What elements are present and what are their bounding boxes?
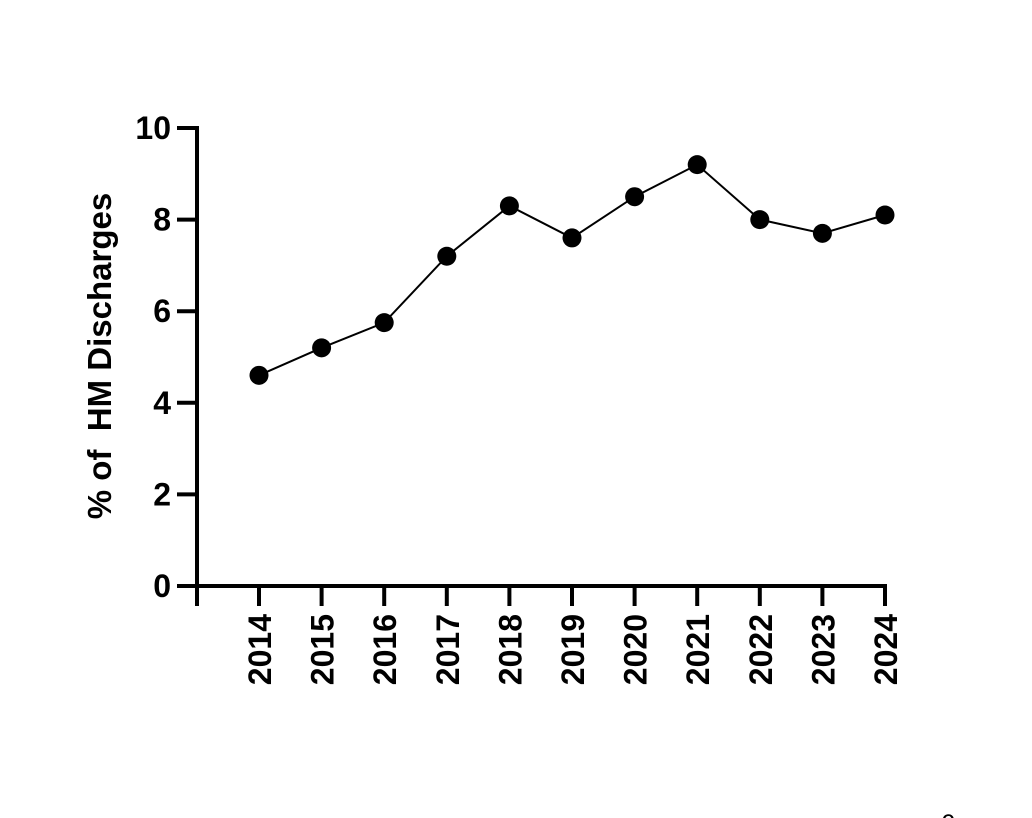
x-tick-label: 2020 xyxy=(618,614,654,685)
x-tick-label: 2018 xyxy=(492,614,528,685)
corner-mark: c xyxy=(942,804,955,818)
y-tick-label: 0 xyxy=(153,568,171,604)
y-tick-label: 4 xyxy=(153,385,171,421)
x-tick-label: 2024 xyxy=(868,614,904,685)
x-ticks: 2014 2015 2016 2017 2018 2019 2020 2021 2022 2023… xyxy=(195,586,904,685)
y-tick-label: 2 xyxy=(153,476,171,512)
series-line xyxy=(258,163,886,377)
y-axis-title: % of HM Discharges xyxy=(81,193,118,519)
x-tick-label: 2019 xyxy=(555,614,591,685)
x-tick-label: 2015 xyxy=(305,614,341,685)
x-tick-label: 2021 xyxy=(680,614,716,685)
y-ticks: 0 2 4 6 8 10 xyxy=(135,110,197,604)
data-point-2020 xyxy=(625,187,645,207)
x-tick-label: 2016 xyxy=(367,614,403,685)
axes xyxy=(195,126,887,588)
y-tick-label: 6 xyxy=(153,293,171,329)
data-point-2018 xyxy=(499,196,519,216)
x-tick-label: 2023 xyxy=(805,614,841,685)
data-point-2023 xyxy=(812,223,832,243)
x-tick-label: 2017 xyxy=(430,614,466,685)
x-tick-label: 2022 xyxy=(743,614,779,685)
data-point-2022 xyxy=(750,210,770,230)
y-tick-label: 8 xyxy=(153,202,171,238)
data-point-2014 xyxy=(249,365,269,385)
data-point-2017 xyxy=(437,246,457,266)
data-point-2016 xyxy=(374,313,394,333)
x-tick-label: 2014 xyxy=(242,614,278,685)
y-tick-label: 10 xyxy=(135,110,171,146)
data-point-2024 xyxy=(875,205,895,225)
series-layer xyxy=(249,155,895,385)
data-point-2015 xyxy=(312,338,332,358)
data-point-2019 xyxy=(562,228,582,248)
data-point-2021 xyxy=(687,155,707,175)
